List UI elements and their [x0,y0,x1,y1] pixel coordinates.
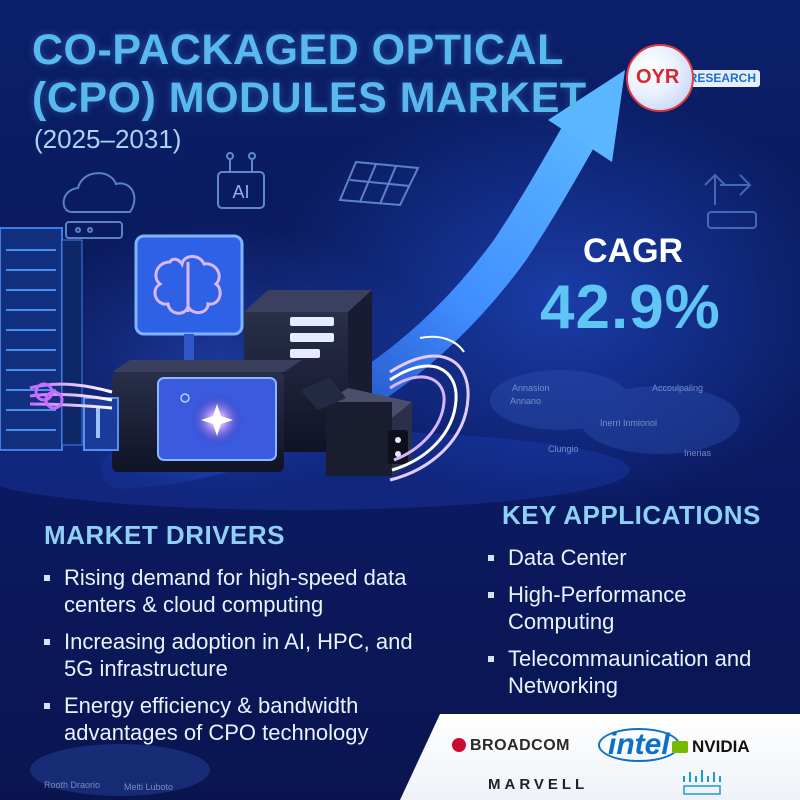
cisco-logo-icon [680,770,730,800]
bullet-icon [44,639,50,645]
list-item: Rising demand for high-speed data center… [44,564,434,618]
cpo-module-icon [112,360,302,472]
list-item-text: Energy efficiency & bandwidth advantages… [64,693,369,745]
list-item: Energy efficiency & bandwidth advantages… [44,692,434,746]
date-range: (2025–2031) [34,124,182,154]
list-item: Increasing adoption in AI, HPC, and 5G i… [44,628,434,682]
optical-fiber-icon [389,335,470,482]
broadcom-mark-icon [452,738,466,752]
server-rack-icon [0,227,83,451]
map-label: Inerias [684,448,712,458]
list-item-text: Rising demand for high-speed data center… [64,565,407,617]
nvidia-eye-icon [672,741,688,753]
cagr-value: 42.9% [540,273,721,342]
list-item-text: Data Center [508,545,627,570]
map-label: Annano [510,396,542,406]
title-line-2: (CPO) MODULES MARKET [32,74,587,122]
title-line-1: CO-PACKAGED OPTICAL [32,26,564,74]
connector-icon [300,378,412,476]
market-drivers-list: Rising demand for high-speed data center… [44,564,434,756]
map-label: Melti Luboto [124,782,174,792]
list-item-text: Increasing adoption in AI, HPC, and 5G i… [64,629,413,681]
map-label: Annasion [512,383,550,393]
world-map-decoration [30,370,740,796]
list-item: Data Center [488,544,788,571]
marvell-logo: MARVELL [488,776,589,793]
brand-logo-bar [400,714,800,800]
knot-icon [34,382,64,410]
intel-logo: intel [598,728,680,762]
bullet-icon [488,656,494,662]
list-item-text: Telecommaunication and Networking [508,646,752,698]
key-applications-list: Data Center High-Performance Computing T… [488,544,788,709]
cisco-bars-icon [683,770,721,795]
ai-brain-display [134,234,244,360]
market-drivers-title: MARKET DRIVERS [44,520,286,550]
ai-chip-label: AI [232,182,249,202]
globe-icon [626,44,694,112]
map-label: Clungio [548,444,579,454]
nvidia-text: NVIDIA [692,737,750,756]
bullet-icon [44,703,50,709]
key-applications-title: KEY APPLICATIONS [502,500,761,530]
map-label: Inerri Inmionol [600,418,658,428]
page-title: CO-PACKAGED OPTICAL (CPO) MODULES MARKET [32,26,587,122]
logo-text: OYR [636,66,680,88]
list-item-text: High-Performance Computing [508,582,687,634]
logo-tail-text: RESEARCH [680,70,760,87]
network-arrows-icon [704,173,757,229]
bullet-icon [488,592,494,598]
map-label: Rooth Draorio [44,780,101,790]
oyr-research-logo: RESEARCH OYR [626,44,760,112]
map-label: Accoulpaling [652,383,704,393]
list-item: Telecommaunication and Networking [488,645,788,699]
ai-chip-icon [217,152,265,209]
solar-panel-icon [338,160,420,207]
broadcom-text: BROADCOM [470,737,570,754]
bullet-icon [488,555,494,561]
nvidia-logo: NVIDIA [672,737,750,757]
bullet-icon [44,575,50,581]
cagr-label: CAGR [583,232,684,270]
cloud-icon [62,172,136,239]
list-item: High-Performance Computing [488,581,788,635]
broadcom-logo: BROADCOM [452,737,570,755]
